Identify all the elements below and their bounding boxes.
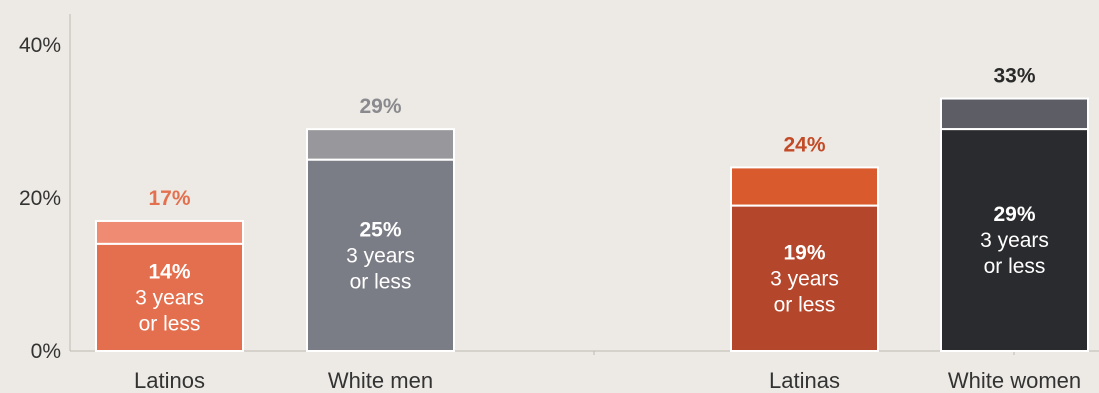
tick-layer: 0% 20% 40% (19, 34, 1015, 363)
inner-value-label: 19% (783, 241, 825, 264)
bar-segment-bottom (940, 128, 1089, 352)
bar-layer (95, 97, 1089, 352)
inner-text-line: 3 years (135, 286, 204, 309)
category-label: Latinos (134, 368, 205, 393)
y-tick-label: 20% (19, 187, 61, 210)
inner-value-label: 14% (148, 260, 190, 283)
bar-segment-top (940, 97, 1089, 131)
inner-value-label: 29% (993, 203, 1035, 226)
bar-segment-top (730, 166, 879, 207)
inner-text-line: 3 years (770, 267, 839, 290)
inner-text-line: 3 years (980, 229, 1049, 252)
label-layer: 17% 14% 3 years or less Latinos 29% 25% 3 years… (134, 65, 1081, 393)
total-label: 29% (359, 95, 401, 118)
bar-segment-bottom (95, 242, 244, 352)
category-label: Latinas (769, 368, 840, 393)
inner-text-line: or less (774, 293, 836, 316)
inner-value-label: 25% (359, 218, 401, 241)
category-label: White women (948, 368, 1081, 393)
inner-text-line: or less (350, 270, 412, 293)
bar-segment-bottom (730, 204, 879, 352)
total-label: 24% (783, 133, 825, 156)
bar-segment-bottom (306, 158, 455, 352)
total-label: 33% (993, 65, 1035, 88)
category-label: White men (328, 368, 433, 393)
total-label: 17% (148, 187, 190, 210)
bar-segment-top (95, 219, 244, 245)
y-tick-label: 0% (31, 340, 61, 363)
bar-segment-top (306, 128, 455, 161)
inner-text-line: or less (984, 255, 1046, 278)
inner-text-line: or less (139, 312, 201, 335)
y-tick-label: 40% (19, 34, 61, 57)
inner-text-line: 3 years (346, 244, 415, 267)
